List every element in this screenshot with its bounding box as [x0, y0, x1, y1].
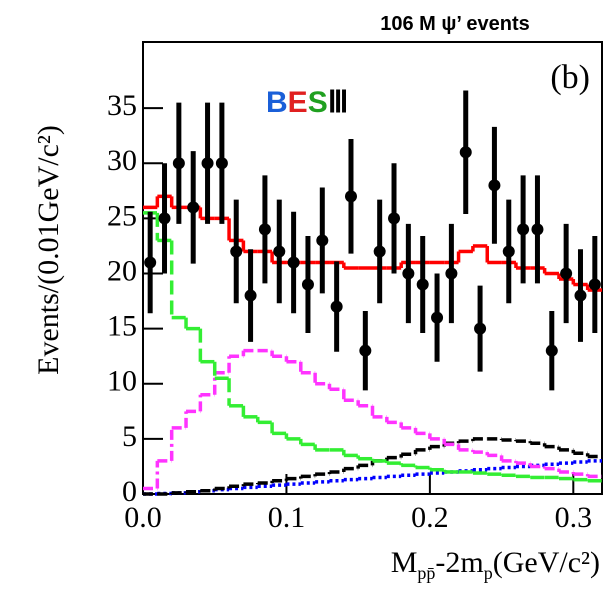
data-point: [201, 157, 214, 170]
x-tick-label: 0.3: [555, 501, 593, 534]
data-point: [230, 245, 243, 258]
y-tick-label: 20: [107, 254, 137, 287]
fit-riser: [155, 350, 590, 489]
logo-part: S: [308, 86, 328, 119]
x-label-part: p: [484, 563, 493, 583]
data-point: [431, 311, 444, 324]
fit-riser: [155, 212, 590, 481]
data-point: [445, 267, 458, 280]
data-point: [273, 245, 286, 258]
data-point: [359, 344, 372, 357]
data-point: [144, 256, 157, 269]
x-label-part: (GeV/c²): [493, 546, 600, 579]
x-label-part: pp̄: [417, 563, 435, 583]
x-tick-label: 0.2: [411, 501, 449, 534]
data-point: [373, 245, 386, 258]
logo-part: Ⅲ: [328, 86, 349, 119]
data-point: [545, 344, 558, 357]
data-point: [330, 300, 343, 313]
data-point: [560, 267, 573, 280]
y-tick-label: 15: [107, 310, 137, 343]
data-point: [244, 289, 257, 302]
data-point: [474, 322, 487, 335]
y-tick-label: 0: [122, 475, 137, 508]
chart-title: 106 M ψ’ events: [380, 13, 530, 35]
plot-frame: [142, 41, 603, 495]
data-point: [215, 157, 228, 170]
data-point: [517, 223, 530, 236]
data-point: [187, 201, 200, 214]
data-point: [316, 234, 329, 247]
data-point: [502, 245, 515, 258]
data-point: [158, 212, 171, 225]
logo-part: B: [266, 86, 288, 119]
data-point: [172, 157, 185, 170]
data-point: [574, 289, 587, 302]
data-point: [388, 212, 401, 225]
data-point: [588, 278, 601, 291]
x-tick-label: 0.1: [268, 501, 306, 534]
y-tick-label: 10: [107, 365, 137, 398]
data-point: [287, 256, 300, 269]
y-tick-label: 30: [107, 144, 137, 177]
data-point: [402, 267, 415, 280]
y-axis-label: Events/(0.01GeV/c²): [32, 125, 65, 375]
data-point: [258, 223, 271, 236]
logo-part: E: [288, 86, 308, 119]
y-tick-label: 5: [122, 420, 137, 453]
data-point: [344, 190, 357, 203]
data-point: [488, 179, 501, 192]
x-tick-label: 0.0: [124, 501, 162, 534]
data-point: [459, 146, 472, 159]
y-tick-label: 35: [107, 89, 137, 122]
data-point: [531, 223, 544, 236]
x-label-part: -2m: [435, 546, 483, 579]
panel-label: (b): [550, 59, 590, 96]
data-point: [301, 278, 314, 291]
x-axis-label: Mpp̄-2mp(GeV/c²): [391, 546, 600, 583]
x-label-part: M: [391, 546, 418, 579]
data-point: [416, 278, 429, 291]
y-tick-label: 25: [107, 199, 137, 232]
logo: BESⅢ: [266, 86, 348, 119]
